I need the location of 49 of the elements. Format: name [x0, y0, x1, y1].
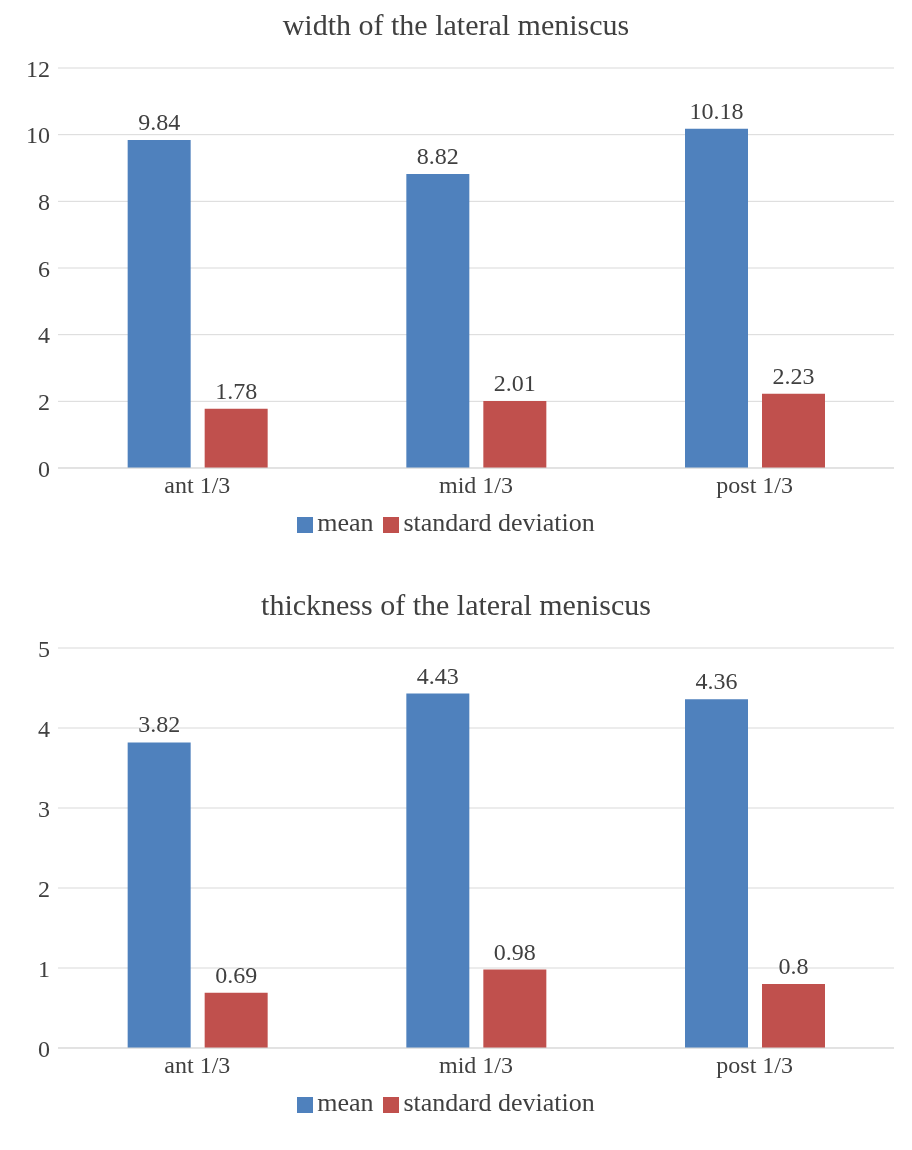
bar [762, 984, 825, 1048]
y-tick-label: 4 [38, 715, 50, 742]
y-tick-label: 8 [38, 188, 50, 215]
bar [127, 140, 191, 468]
data-label: 0.8 [778, 953, 809, 979]
data-label: 8.82 [416, 143, 459, 169]
y-tick-label: 5 [38, 635, 50, 662]
y-tick-label: 1 [38, 955, 50, 982]
y-tick-label: 3 [38, 795, 50, 822]
data-label: 4.36 [695, 668, 738, 695]
bar [685, 128, 748, 468]
y-tick-label: 4 [38, 322, 50, 349]
legend-label: mean [317, 1088, 374, 1117]
data-label: 3.82 [138, 711, 181, 738]
x-tick-label: mid 1/3 [438, 472, 514, 499]
bar [127, 742, 191, 1048]
legend-label: standard deviation [403, 1088, 595, 1117]
legend-label: standard deviation [403, 508, 595, 537]
data-label: 2.23 [772, 362, 815, 389]
bar [762, 393, 825, 468]
x-tick-label: ant 1/3 [164, 472, 231, 499]
y-tick-label: 2 [38, 875, 50, 902]
bar [685, 699, 748, 1048]
x-tick-label: mid 1/3 [438, 1052, 514, 1079]
bar [204, 992, 268, 1048]
data-label: 2.01 [493, 370, 536, 396]
bar [406, 693, 470, 1048]
y-tick-label: 0 [38, 455, 50, 482]
x-tick-label: ant 1/3 [164, 1052, 231, 1079]
data-label: 9.84 [138, 109, 181, 135]
x-tick-label: post 1/3 [716, 1052, 794, 1079]
legend-label: mean [317, 508, 374, 537]
data-label: 10.18 [689, 97, 744, 124]
bar [483, 401, 547, 468]
y-tick-label: 6 [38, 255, 50, 282]
bar [204, 408, 268, 468]
y-tick-label: 0 [38, 1035, 50, 1062]
bar [406, 174, 470, 468]
chart-title: width of the lateral meniscus [281, 8, 631, 43]
data-label: 0.69 [215, 961, 258, 988]
data-label: 1.78 [215, 377, 258, 404]
data-label: 0.98 [493, 938, 536, 965]
y-tick-label: 12 [26, 55, 50, 82]
bar [483, 969, 547, 1048]
y-tick-label: 2 [38, 388, 50, 415]
data-label: 4.43 [416, 662, 459, 689]
chart-title: thickness of the lateral meniscus [260, 588, 652, 623]
y-tick-label: 10 [26, 122, 50, 149]
x-tick-label: post 1/3 [716, 472, 794, 499]
